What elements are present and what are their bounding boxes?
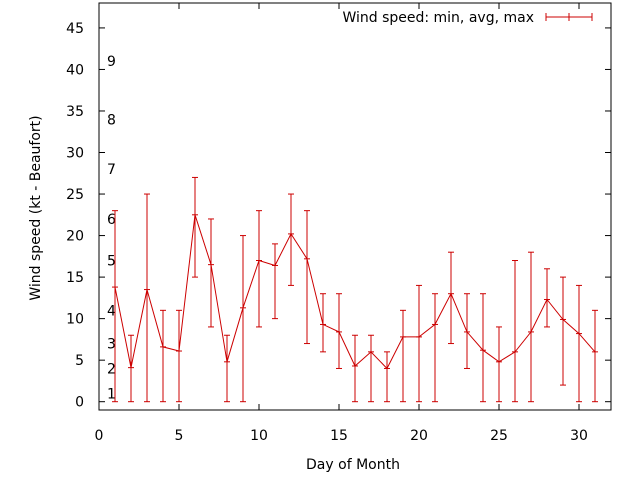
error-bars	[112, 176, 598, 403]
data-point	[176, 309, 182, 403]
data-point	[416, 284, 422, 403]
y-tick-label: 0	[75, 395, 84, 411]
data-point	[592, 309, 598, 403]
data-point	[560, 276, 566, 386]
data-point	[112, 210, 118, 403]
x-tick-label: 10	[250, 428, 268, 444]
y-tick-label: 30	[66, 146, 84, 162]
y-tick-label: 5	[75, 353, 84, 369]
data-point	[256, 210, 262, 328]
y-axis-label: Wind speed (kt - Beaufort)	[28, 115, 44, 300]
beaufort-label: 1	[107, 386, 116, 402]
x-tick-label: 5	[175, 428, 184, 444]
data-point	[272, 243, 278, 320]
data-point	[304, 210, 310, 345]
beaufort-label: 2	[107, 361, 116, 377]
data-point	[224, 334, 230, 403]
data-point	[208, 218, 214, 328]
x-tick-label: 15	[330, 428, 348, 444]
data-point	[384, 351, 390, 403]
data-point	[192, 176, 198, 278]
x-tick-label: 25	[490, 428, 508, 444]
series-line-avg	[114, 214, 596, 370]
x-tick-label: 0	[95, 428, 104, 444]
y-tick-label: 35	[66, 104, 84, 120]
data-point	[448, 251, 454, 345]
beaufort-label: 9	[107, 54, 116, 70]
beaufort-label: 8	[107, 112, 116, 128]
data-point	[352, 334, 358, 403]
data-point	[512, 259, 518, 403]
beaufort-label: 5	[107, 253, 116, 269]
data-point	[368, 334, 374, 403]
beaufort-label: 7	[107, 162, 116, 178]
x-axis-ticks: 0 5 10 15 20 25 30	[95, 3, 588, 444]
data-point	[288, 193, 294, 286]
beaufort-label: 3	[107, 337, 116, 353]
data-point	[432, 293, 438, 403]
y-tick-label: 20	[66, 229, 84, 245]
x-axis-label: Day of Month	[306, 457, 400, 473]
legend-label: Wind speed: min, avg, max	[342, 10, 534, 26]
data-point	[544, 268, 550, 328]
x-tick-label: 30	[570, 428, 588, 444]
data-point	[160, 309, 166, 403]
data-point	[496, 326, 502, 403]
beaufort-label: 4	[107, 303, 116, 319]
data-point	[240, 235, 246, 403]
plot-frame	[98, 2, 612, 411]
legend: Wind speed: min, avg, max	[342, 10, 593, 26]
data-point	[400, 309, 406, 403]
data-point	[576, 284, 582, 403]
y-tick-label: 10	[66, 312, 84, 328]
y-tick-label: 25	[66, 187, 84, 203]
y-tick-label: 45	[66, 21, 84, 37]
beaufort-label: 6	[107, 212, 116, 228]
y-tick-label: 15	[66, 270, 84, 286]
y-tick-label: 40	[66, 62, 84, 78]
data-point	[128, 334, 134, 403]
beaufort-scale-labels: 1 2 3 4 5 6 7 8 9	[107, 54, 116, 402]
x-tick-label: 20	[410, 428, 428, 444]
